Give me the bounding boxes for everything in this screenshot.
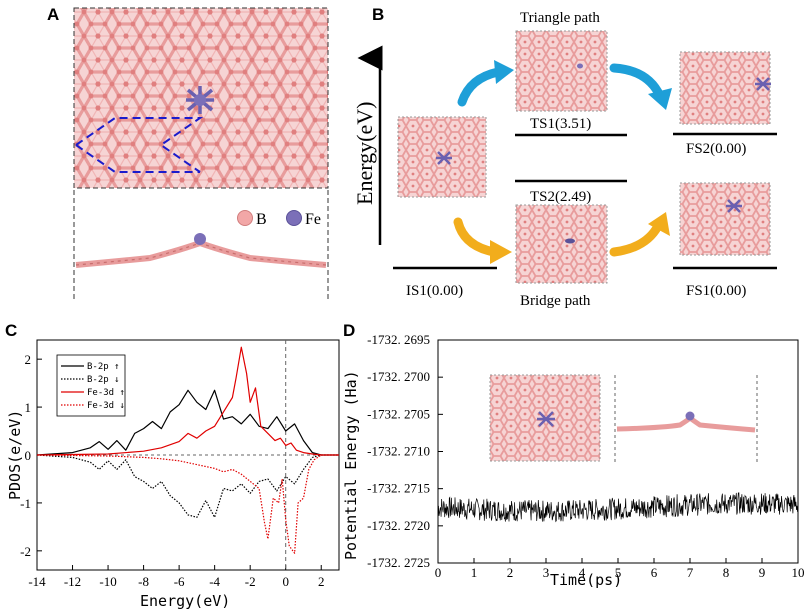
pdos-legend: B-2p ↑ B-2p ↓ Fe-3d ↑ Fe-3d ↓	[56, 354, 126, 417]
ts2-structure	[515, 204, 608, 284]
panel-b-label: B	[372, 5, 384, 24]
pdos-xtick-label: 2	[318, 574, 325, 589]
pdos-ytick-label: 0	[25, 448, 32, 463]
fs2-energy-label: FS2(0.00)	[686, 141, 746, 157]
md-ytick-label: -1732. 2705	[367, 406, 430, 421]
md-inset-fe-side-icon	[685, 411, 695, 421]
md-xtick-label: 10	[792, 565, 805, 580]
fs1-structure	[679, 182, 771, 256]
md-xlabel: Time(ps)	[550, 571, 622, 589]
unit-cell-boundary	[73, 7, 329, 189]
md-xtick-label: 4	[579, 565, 586, 580]
ts2-energy-label: TS2(2.49)	[530, 189, 591, 205]
md-xtick-label: 0	[435, 565, 442, 580]
pdos-xtick-label: -8	[138, 574, 149, 589]
pdos-xtick-label: -6	[174, 574, 185, 589]
is1-fe-icon	[436, 151, 452, 165]
pdos-xtick-label: -14	[28, 574, 46, 589]
is1-energy-label: IS1(0.00)	[406, 283, 463, 299]
pdos-ytick-label: -1	[20, 496, 31, 511]
iron-atom-icon	[286, 210, 302, 226]
md-ytick-label: -1732. 2710	[367, 444, 430, 459]
fs2-structure	[679, 51, 771, 125]
md-xtick-label: 8	[723, 565, 730, 580]
md-energy-trace	[437, 492, 799, 523]
svg-text:B: B	[256, 211, 267, 228]
pdos-xtick-label: -2	[245, 574, 256, 589]
md-ytick-label: -1732. 2715	[367, 481, 430, 496]
pdos-ytick-label: 1	[25, 400, 32, 415]
pdos-xtick-label: -12	[64, 574, 81, 589]
pdos-legend-box	[56, 354, 126, 417]
md-xtick-label: 7	[687, 565, 694, 580]
ts1-structure	[515, 30, 608, 112]
md-series-group	[437, 492, 799, 523]
md-xtick-label: 3	[543, 565, 550, 580]
arrow-ts1-to-fs2	[609, 63, 672, 110]
panel-d-label: D	[343, 321, 355, 340]
legend-b: B	[237, 210, 267, 228]
ts1-fe-icon	[577, 63, 583, 69]
energy-axis-label: Energy(eV)	[352, 102, 377, 205]
legend-b2p-down-label: B-2p ↓	[87, 375, 120, 385]
pdos-xtick-label: 0	[282, 574, 289, 589]
md-xtick-label: 1	[471, 565, 478, 580]
md-xtick-label: 5	[615, 565, 622, 580]
panel-a-label: A	[47, 5, 59, 24]
legend-fe: Fe	[286, 210, 321, 228]
svg-text:Fe: Fe	[305, 211, 321, 228]
panel-b: B Energy(eV) Triangle path Bridge path I…	[352, 5, 777, 309]
ts1-energy-label: TS1(3.51)	[530, 116, 591, 132]
md-ticks: 0 1 2 3 4 5 6 7 8 9 10 -1732. 2725 -1732. 2720 -1732.…	[367, 332, 804, 580]
arrow-is1-to-ts1	[457, 60, 514, 107]
md-ylabel: Potential Energy (Ha)	[342, 370, 360, 560]
pdos-xtick-label: -4	[209, 574, 220, 589]
fe-atom-side	[194, 233, 206, 245]
legend-b2p-up-label: B-2p ↑	[87, 362, 120, 372]
pdos-series-3	[36, 454, 339, 554]
md-xtick-label: 2	[507, 565, 514, 580]
panel-a: A B Fe	[47, 5, 329, 300]
pdos-ytick-label: 2	[25, 352, 32, 367]
fe-atom-top	[186, 86, 214, 114]
pdos-series-0	[36, 389, 339, 456]
md-xtick-label: 6	[651, 565, 658, 580]
triangle-path-label: Triangle path	[520, 10, 600, 26]
legend-fe3d-up-label: Fe-3d ↑	[87, 388, 125, 398]
is1-structure	[397, 116, 487, 198]
legend-fe3d-down-label: Fe-3d ↓	[87, 401, 125, 411]
md-inset-side-view	[616, 414, 756, 433]
arrow-is1-to-ts2	[453, 217, 512, 264]
fs1-energy-label: FS1(0.00)	[686, 283, 746, 299]
arrow-ts2-to-fs1	[609, 212, 670, 257]
pdos-ylabel: PDOS(e/eV)	[6, 410, 24, 500]
pdos-series-group	[36, 346, 339, 554]
panel-c-label: C	[5, 321, 17, 340]
boron-atom-icon	[237, 210, 253, 226]
md-ytick-label: -1732. 2695	[367, 332, 430, 347]
panel-d: D 0 1 2 3 4 5 6 7 8 9 10 -1732. 2725 -1732. 2720 -173…	[342, 321, 805, 589]
md-ytick-label: -1732. 2720	[367, 518, 430, 533]
md-ytick-label: -1732. 2725	[367, 555, 430, 570]
md-ytick-label: -1732. 2700	[367, 369, 430, 384]
pdos-series-2	[36, 346, 339, 456]
pdos-xtick-label: -10	[99, 574, 116, 589]
pdos-xlabel: Energy(eV)	[140, 592, 230, 610]
pdos-ytick-label: -2	[20, 544, 31, 559]
bridge-path-label: Bridge path	[520, 293, 591, 309]
fs1-fe-icon	[726, 199, 742, 213]
ts2-fe-icon	[565, 238, 575, 244]
primitive-cell-outline	[75, 117, 204, 173]
pdos-series-1	[36, 454, 339, 518]
md-inset-fe-top-icon	[537, 411, 555, 427]
md-xtick-label: 9	[759, 565, 766, 580]
fs2-fe-icon	[755, 77, 771, 91]
